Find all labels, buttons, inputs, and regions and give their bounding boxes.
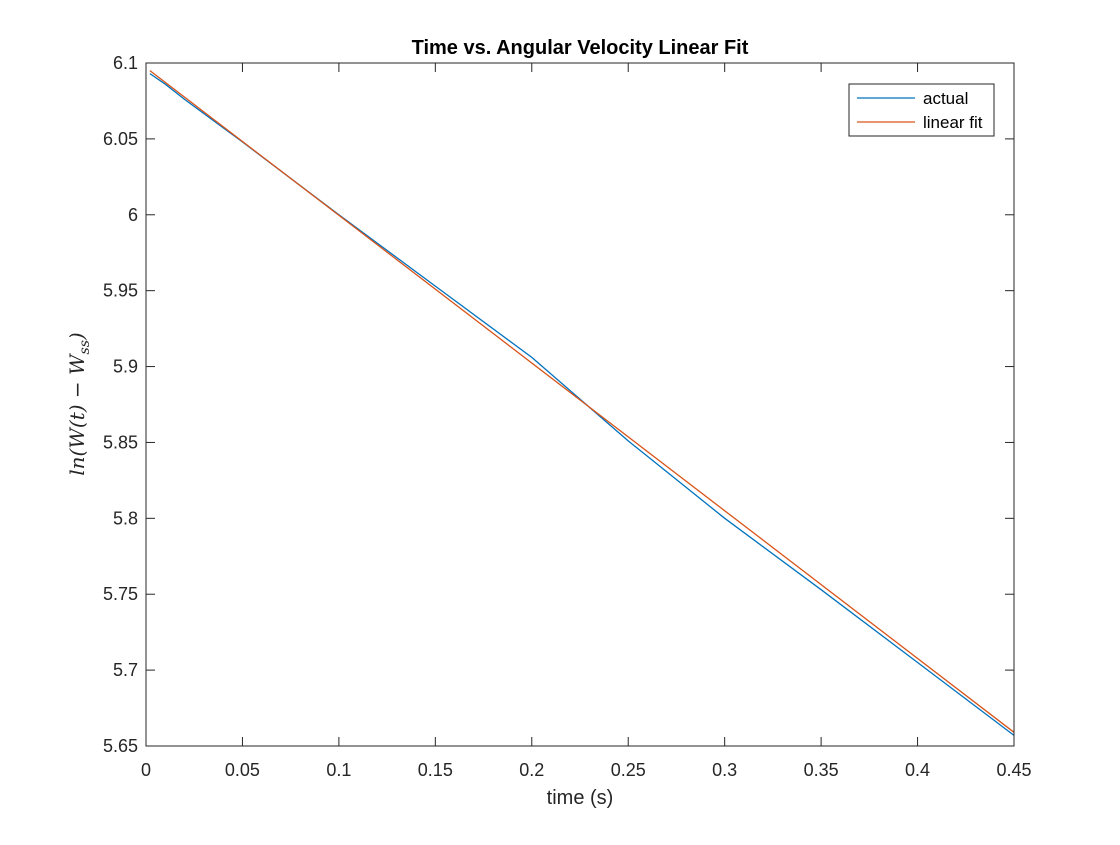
x-tick-label: 0.3 bbox=[712, 760, 737, 780]
y-axis-label-subscript: ss bbox=[77, 340, 93, 354]
y-tick-label: 5.95 bbox=[103, 281, 138, 301]
chart-title: Time vs. Angular Velocity Linear Fit bbox=[412, 37, 749, 59]
y-tick-label: 5.85 bbox=[103, 432, 138, 452]
y-axis: 5.65 5.7 5.75 5.8 5.85 5.9 5.95 6 6.05 6.1 bbox=[103, 53, 1014, 756]
legend-label: linear fit bbox=[923, 113, 983, 132]
x-tick-label: 0.4 bbox=[905, 760, 930, 780]
y-axis-label-main: ln(W(t) − W bbox=[65, 353, 89, 476]
series-line-linear-fit bbox=[149, 70, 1015, 733]
x-tick-label: 0.25 bbox=[611, 760, 646, 780]
y-tick-label: 5.7 bbox=[113, 660, 138, 680]
y-tick-label: 5.8 bbox=[113, 508, 138, 528]
x-tick-label: 0.05 bbox=[225, 760, 260, 780]
series-line-actual bbox=[149, 73, 1015, 736]
y-tick-label: 5.65 bbox=[103, 736, 138, 756]
x-axis-label: time (s) bbox=[547, 787, 614, 809]
y-tick-label: 5.75 bbox=[103, 584, 138, 604]
y-axis-label: ln(W(t) − Wss) bbox=[65, 332, 93, 476]
y-tick-label: 6.1 bbox=[113, 53, 138, 73]
legend-box bbox=[848, 83, 995, 137]
x-axis: 0 0.05 0.1 0.15 0.2 0.25 0.3 0.35 0.4 0.45 bbox=[141, 63, 1032, 780]
y-axis-label-close: ) bbox=[65, 332, 89, 341]
y-tick-label: 6 bbox=[128, 205, 138, 225]
x-tick-label: 0.45 bbox=[996, 760, 1031, 780]
y-tick-label: 5.9 bbox=[113, 357, 138, 377]
y-tick-label: 6.05 bbox=[103, 129, 138, 149]
plot-area bbox=[146, 63, 1014, 746]
x-tick-label: 0 bbox=[141, 760, 151, 780]
legend: actual linear fit bbox=[848, 83, 995, 137]
x-tick-label: 0.2 bbox=[519, 760, 544, 780]
x-tick-label: 0.35 bbox=[804, 760, 839, 780]
legend-label: actual bbox=[923, 89, 968, 108]
x-tick-label: 0.1 bbox=[326, 760, 351, 780]
series-layer bbox=[149, 70, 1015, 736]
x-tick-label: 0.15 bbox=[418, 760, 453, 780]
